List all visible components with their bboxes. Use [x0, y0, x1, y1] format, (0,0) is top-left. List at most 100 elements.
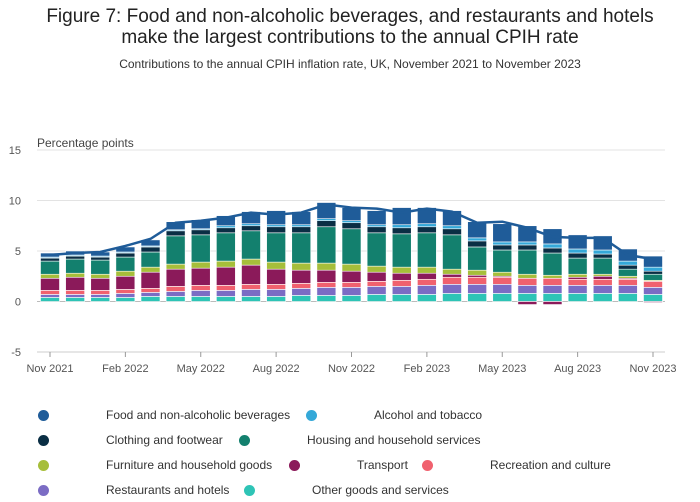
bar-segment-3-24 — [643, 301, 663, 303]
bar-segment-4-22 — [592, 273, 613, 277]
bar-segment-6-12 — [341, 222, 362, 230]
bar-segment-3-22 — [592, 275, 613, 280]
bar-segment-3-9 — [266, 268, 286, 285]
bar-segment-7-7 — [216, 225, 236, 229]
bar-segment-1-19 — [517, 285, 538, 294]
legend-label-5: Transport — [357, 458, 408, 472]
bar-segment-8-9 — [266, 210, 286, 226]
bar-segment-4-10 — [291, 262, 312, 271]
x-tick-label: Aug 2022 — [253, 363, 300, 375]
bar-segment-6-17 — [467, 240, 487, 248]
bar-segment-1-2 — [90, 294, 111, 298]
bar-segment-1-17 — [467, 284, 487, 294]
legend-marker-7 — [38, 485, 49, 496]
bar-segment-6-7 — [216, 227, 236, 234]
bar-segment-1-24 — [643, 287, 663, 295]
bar-segment-6-1 — [65, 255, 85, 260]
bar-segment-2-6 — [190, 285, 211, 291]
bar-segment-2-12 — [341, 282, 362, 288]
bar-segment-5-12 — [341, 228, 362, 265]
bar-segment-6-2 — [90, 256, 111, 261]
bar-segment-4-13 — [366, 265, 387, 273]
legend-label-6: Recreation and culture — [490, 458, 611, 472]
bar-segment-1-14 — [391, 286, 412, 295]
y-tick-label: -5 — [11, 347, 21, 359]
x-tick-label: Aug 2023 — [554, 363, 601, 375]
bar-segment-3-6 — [190, 267, 211, 286]
bar-segment-0-9 — [266, 296, 286, 302]
bar-segment-3-12 — [341, 270, 362, 283]
bar-segment-3-1 — [65, 276, 85, 291]
bar-segment-1-12 — [341, 287, 362, 296]
bar-segment-4-20 — [542, 274, 563, 279]
bar-segment-2-4 — [140, 288, 161, 293]
bar-segment-2-9 — [266, 284, 286, 290]
x-tick-label: Nov 2022 — [328, 363, 375, 375]
bar-segment-5-24 — [643, 273, 663, 281]
bar-segment-1-22 — [592, 285, 613, 294]
bar-segment-7-10 — [291, 224, 312, 228]
legend-label-7: Restaurants and hotels — [106, 483, 230, 497]
x-tick-label: Feb 2023 — [404, 363, 450, 375]
bar-segment-7-22 — [592, 249, 613, 255]
bar-segment-0-2 — [90, 297, 111, 302]
bar-segment-7-8 — [241, 223, 261, 227]
legend-marker-3 — [239, 435, 250, 446]
bar-segment-6-23 — [618, 264, 638, 270]
bar-segment-6-13 — [366, 226, 387, 234]
bar-segment-2-21 — [567, 278, 588, 286]
bar-segment-5-20 — [542, 252, 563, 276]
bar-segment-4-16 — [442, 268, 462, 275]
bar-segment-2-17 — [467, 276, 487, 285]
bar-segment-0-16 — [442, 293, 462, 302]
legend-label-8: Other goods and services — [312, 483, 449, 497]
bar-segment-4-0 — [40, 273, 60, 279]
legend-marker-5 — [289, 460, 300, 471]
legend-marker-6 — [422, 460, 433, 471]
bar-segment-0-10 — [291, 295, 312, 302]
x-tick-label: Nov 2021 — [26, 363, 73, 375]
bar-segment-2-1 — [65, 290, 85, 295]
bar-segment-1-15 — [417, 285, 437, 295]
bar-segment-5-14 — [391, 233, 412, 268]
bar-segment-7-9 — [266, 224, 286, 228]
bar-segment-4-4 — [140, 266, 161, 273]
legend-label-2: Clothing and footwear — [106, 433, 223, 447]
bar-segment-3-16 — [442, 273, 462, 278]
bar-segment-6-14 — [391, 227, 412, 235]
bar-segment-3-2 — [90, 277, 111, 291]
total-line — [49, 203, 654, 261]
bar-segment-7-18 — [492, 241, 513, 246]
bar-segment-3-0 — [40, 277, 60, 291]
bar-segment-4-5 — [165, 263, 186, 270]
bar-segment-5-22 — [592, 257, 613, 275]
bar-segment-1-21 — [567, 285, 588, 294]
bar-segment-2-0 — [40, 290, 60, 295]
bar-segment-5-18 — [492, 249, 513, 273]
bar-segment-3-5 — [165, 268, 186, 287]
bar-segment-4-12 — [341, 263, 362, 272]
bar-segment-6-16 — [442, 228, 462, 236]
bar-segment-4-2 — [90, 273, 111, 279]
bar-segment-0-17 — [467, 293, 487, 302]
bar-segment-5-9 — [266, 232, 286, 263]
bar-segment-6-19 — [517, 244, 538, 251]
bar-segment-0-13 — [366, 294, 387, 302]
bar-segment-1-18 — [492, 284, 513, 294]
x-axis: Nov 2021 Feb 2022 May 2022 Aug 2022 Nov 2022… — [26, 351, 677, 375]
x-tick-label: May 2022 — [177, 363, 225, 375]
bar-segment-0-11 — [316, 295, 337, 302]
bar-segment-7-21 — [567, 248, 588, 254]
bar-segment-6-18 — [492, 244, 513, 251]
legend-label-1: Alcohol and tobacco — [374, 408, 483, 422]
bar-segment-5-21 — [567, 257, 588, 275]
bar-segment-6-8 — [241, 225, 261, 232]
bar-segment-1-20 — [542, 285, 563, 294]
bar-segment-3-21 — [567, 276, 588, 280]
bar-segment-5-11 — [316, 226, 337, 264]
bar-segment-3-14 — [391, 272, 412, 281]
bar-segment-1-10 — [291, 288, 312, 296]
chart-title-line-2: make the largest contributions to the an… — [121, 27, 579, 48]
y-axis-ticks: -5 0 5 10 15 — [9, 145, 21, 359]
bar-segment-6-4 — [140, 246, 161, 253]
